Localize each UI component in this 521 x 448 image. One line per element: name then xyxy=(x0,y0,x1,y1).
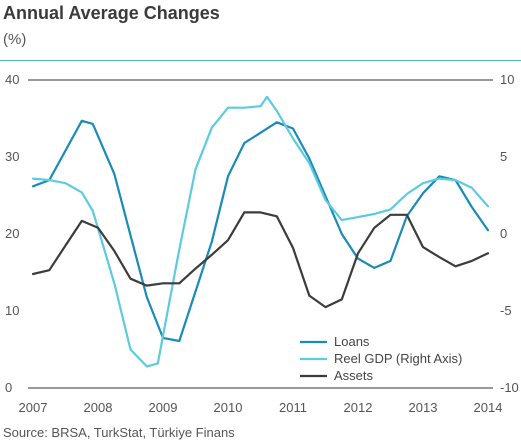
x-tick-label: 2014 xyxy=(474,400,503,415)
source-note: Source: BRSA, TurkStat, Türkiye Finans xyxy=(3,425,235,440)
x-tick-label: 2008 xyxy=(84,400,113,415)
header-divider xyxy=(0,60,521,61)
y-right-tick-label: -10 xyxy=(500,380,519,395)
series-group xyxy=(31,95,490,368)
series-line-gdp xyxy=(31,95,490,368)
y-left-tick-label: 40 xyxy=(5,72,19,87)
y-left-tick-label: 30 xyxy=(5,149,19,164)
legend-label-gdp: Reel GDP (Right Axis) xyxy=(334,351,462,366)
x-tick-label: 2010 xyxy=(214,400,243,415)
y-left-tick-label: 0 xyxy=(5,380,12,395)
y-left-tick-label: 10 xyxy=(5,303,19,318)
x-tick-label: 2009 xyxy=(149,400,178,415)
y-right-tick-label: 10 xyxy=(500,72,514,87)
axes: 0 10 20 30 40 -10 -5 0 5 10 2007 2008 2009 2010 2011 20… xyxy=(5,72,519,415)
unit-label: (%) xyxy=(3,31,27,48)
y-right-tick-label: 0 xyxy=(500,226,507,241)
x-tick-label: 2011 xyxy=(279,400,307,415)
legend: Loans Reel GDP (Right Axis) Assets xyxy=(300,334,462,383)
chart-title: Annual Average Changes xyxy=(3,3,220,23)
series-line-assets xyxy=(31,211,490,309)
y-right-tick-label: 5 xyxy=(500,149,507,164)
legend-label-assets: Assets xyxy=(334,368,374,383)
x-tick-label: 2012 xyxy=(344,400,373,415)
x-tick-label: 2007 xyxy=(19,400,48,415)
x-tick-label: 2013 xyxy=(409,400,438,415)
y-right-tick-label: -5 xyxy=(500,303,512,318)
legend-label-loans: Loans xyxy=(334,334,370,349)
y-left-tick-label: 20 xyxy=(5,226,19,241)
